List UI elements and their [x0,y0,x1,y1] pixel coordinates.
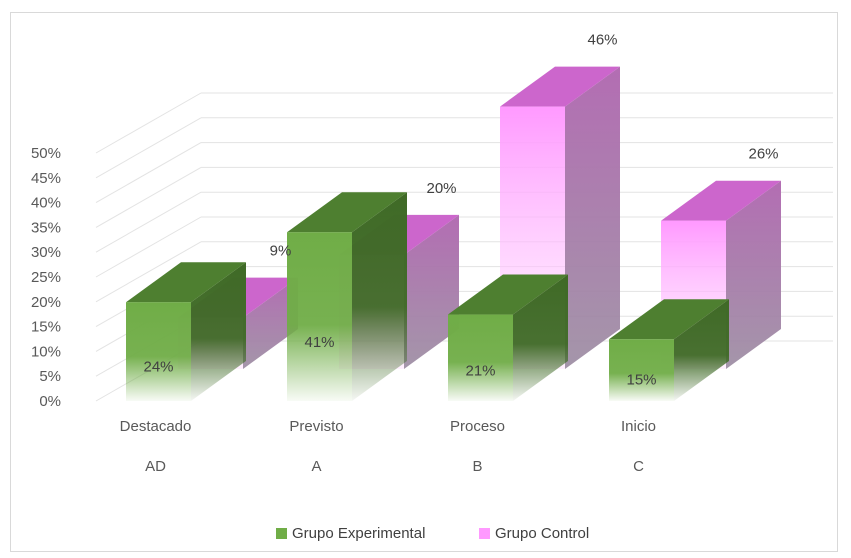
y-tick-label: 40% [31,195,61,212]
bar-experimental-c-front [609,339,674,401]
bar-experimental-a-top [287,192,407,233]
category-label: Previsto [289,418,343,435]
y-tick-label: 10% [31,343,61,360]
category-code: AD [145,458,166,475]
y-tick-label: 35% [31,219,61,236]
grid-line-side [95,216,202,278]
y-tick-label: 15% [31,319,61,336]
category-code: B [472,458,482,475]
bar-experimental-c-side [674,299,729,401]
bar-control-a-side [404,214,459,369]
y-tick-label: 20% [31,294,61,311]
grid-line-side [95,166,202,228]
bar-experimental-c-top [609,299,729,340]
data-label-experimental: 15% [626,371,656,388]
category-axis: Destacado AD Previsto A Proceso B Inicio C [120,418,656,475]
bar-experimental-b-top [448,274,568,315]
bar-experimental-a-side [352,192,407,401]
bar-control-c-side [726,180,781,369]
legend-label-experimental: Grupo Experimental [292,525,425,542]
grid-line-side [95,191,202,253]
grid-line-side [95,117,202,179]
category-label: Proceso [450,418,505,435]
category-label: Destacado [120,418,192,435]
grid-line-side [95,92,202,154]
data-label-control: 9% [270,243,292,260]
y-tick-label: 25% [31,269,61,286]
bar-experimental-b-front [448,314,513,401]
bar-layer [126,66,781,401]
chart-svg: 0% 5% 10% 15% 20% 25% 30% 35% 40% 45% 50% 9% 24% 20%… [31,32,833,542]
y-tick-label: 50% [31,145,61,162]
bar-experimental-b-side [513,274,568,401]
grid-line-side [95,142,202,204]
chart-frame: 0% 5% 10% 15% 20% 25% 30% 35% 40% 45% 50% 9% 24% 20%… [10,12,838,552]
category-code: C [633,458,644,475]
bar-experimental-ad-top [126,262,246,303]
y-tick-label: 5% [39,368,61,385]
data-label-control: 46% [587,32,617,49]
data-label-experimental: 41% [304,334,334,351]
data-label-control: 26% [748,146,778,163]
bar-experimental-ad-front [126,302,191,401]
y-tick-label: 30% [31,244,61,261]
data-label-control: 20% [426,180,456,197]
bar-control-c [661,180,781,369]
grid-line-side [95,241,202,303]
data-label-layer: 9% 24% 20% 41% 46% 21% 26% 15% [143,32,778,389]
category-code: A [311,458,321,475]
bar-experimental-a [287,192,407,401]
bar-experimental-ad-side [191,262,246,401]
legend-label-control: Grupo Control [495,525,589,542]
category-label: Inicio [621,418,656,435]
legend-swatch-experimental [276,528,287,539]
bar-experimental-a-front [287,232,352,401]
bar-experimental-ad [126,262,246,401]
y-tick-label: 45% [31,170,61,187]
bar-control-ad-side [243,277,298,369]
bar-control-b [500,66,620,369]
bar-experimental-c [609,299,729,401]
bar-experimental-b [448,274,568,401]
legend-swatch-control [479,528,490,539]
data-label-experimental: 21% [465,363,495,380]
y-tick-label: 0% [39,393,61,410]
data-label-experimental: 24% [143,358,173,375]
bar-control-b-side [565,66,620,369]
y-axis-ticks: 0% 5% 10% 15% 20% 25% 30% 35% 40% 45% 50% [31,145,61,410]
bar-control-c-top [661,180,781,221]
legend: Grupo Experimental Grupo Control [276,525,589,542]
bar-control-b-top [500,66,620,107]
